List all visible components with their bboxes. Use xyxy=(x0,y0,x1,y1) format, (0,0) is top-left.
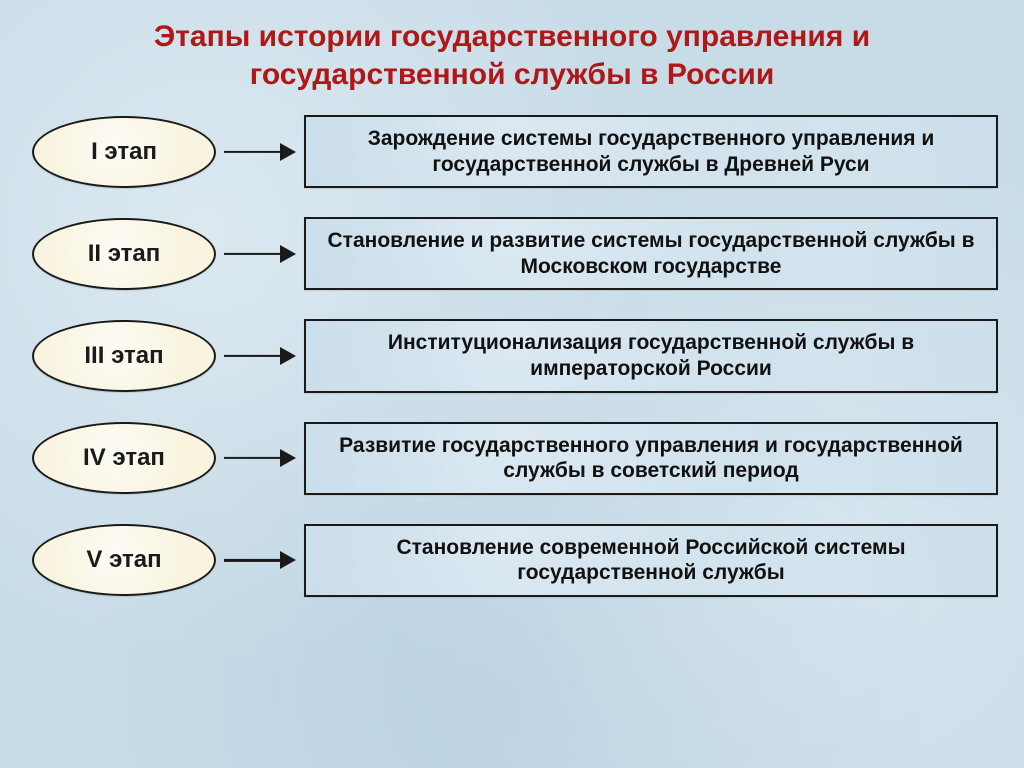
stage-row: III этап Институционализация государстве… xyxy=(26,319,998,392)
stage-description: Зарождение системы государственного упра… xyxy=(304,115,998,188)
diagram-title: Этапы истории государственного управлени… xyxy=(26,18,998,93)
stage-row: IV этап Развитие государственного управл… xyxy=(26,422,998,495)
stage-description: Институционализация государственной служ… xyxy=(304,319,998,392)
stage-ellipse: II этап xyxy=(32,218,216,290)
arrow-icon xyxy=(224,447,296,469)
stage-ellipse: I этап xyxy=(32,116,216,188)
arrow-icon xyxy=(224,549,296,571)
stage-ellipse: IV этап xyxy=(32,422,216,494)
stage-description: Развитие государственного управления и г… xyxy=(304,422,998,495)
arrow-icon xyxy=(224,243,296,265)
stage-description: Становление современной Российской систе… xyxy=(304,524,998,597)
arrow-icon xyxy=(224,345,296,367)
stage-ellipse: V этап xyxy=(32,524,216,596)
stage-description: Становление и развитие системы государст… xyxy=(304,217,998,290)
arrow-icon xyxy=(224,141,296,163)
stage-row: I этап Зарождение системы государственно… xyxy=(26,115,998,188)
stage-ellipse: III этап xyxy=(32,320,216,392)
stage-row: II этап Становление и развитие системы г… xyxy=(26,217,998,290)
stage-row: V этап Становление современной Российско… xyxy=(26,524,998,597)
stage-rows: I этап Зарождение системы государственно… xyxy=(26,115,998,756)
